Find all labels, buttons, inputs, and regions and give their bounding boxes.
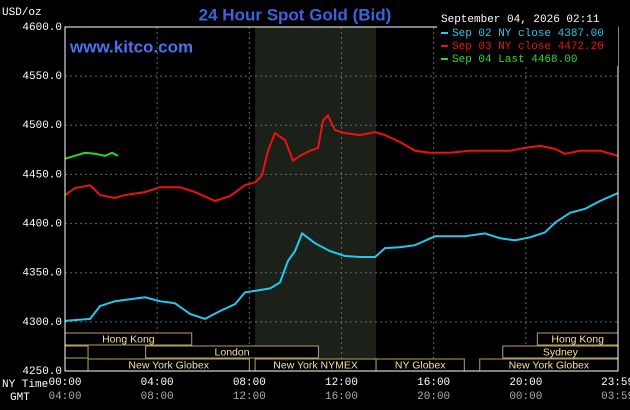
session-box <box>145 345 319 359</box>
x-tick-label: 00:00 <box>48 377 81 389</box>
session-label: Sydney <box>543 346 579 358</box>
session-label: London <box>215 346 250 358</box>
x-gmt-label: 16:00 <box>325 391 358 403</box>
y-tick-label: 4550.0 <box>22 71 62 83</box>
highlight-band <box>255 27 377 371</box>
legend-box <box>437 9 618 66</box>
chart-title: 24 Hour Spot Gold (Bid) <box>199 5 392 24</box>
timestamp: September 04, 2026 02:11 <box>441 14 600 26</box>
x-gmt-label: 04:00 <box>48 391 81 403</box>
legend-entry: Sep 02 NY close 4387.00 <box>452 28 604 40</box>
session-box <box>64 345 89 359</box>
legend-entry: Sep 04 Last 4468.00 <box>452 54 577 66</box>
x-tick-label: 08:00 <box>233 377 266 389</box>
price-line <box>64 113 619 203</box>
y-tick-label: 4250.0 <box>22 366 62 378</box>
x-gmt-label: 12:00 <box>233 391 266 403</box>
session-label: Hong Kong <box>102 333 155 345</box>
x-tick-label: 23:59 <box>601 377 630 389</box>
price-line <box>64 192 619 322</box>
x-gmt-label: 08:00 <box>141 391 174 403</box>
x-gmt-label: 00:00 <box>509 391 542 403</box>
session-label: New York Globex <box>509 359 590 371</box>
y-tick-label: 4300.0 <box>22 317 62 329</box>
session-label: Hong Kong <box>551 333 604 345</box>
y-tick-label: 4400.0 <box>22 218 62 230</box>
price-line <box>64 151 119 160</box>
y-tick-label: 4600.0 <box>22 22 62 34</box>
x-gmt-label: 20:00 <box>417 391 450 403</box>
x-tick-label: 12:00 <box>325 377 358 389</box>
x-tick-label: 04:00 <box>141 377 174 389</box>
session-label: New York NYMEX <box>273 359 358 371</box>
x-axis-label: GMT <box>10 392 30 404</box>
x-tick-label: 16:00 <box>417 377 450 389</box>
x-tick-label: 20:00 <box>509 377 542 389</box>
legend-entry: Sep 03 NY close 4472.20 <box>452 41 604 53</box>
session-label: NY Globex <box>395 359 446 371</box>
x-gmt-label: 03:59 <box>601 391 630 403</box>
y-axis-label: USD/oz <box>2 7 42 19</box>
y-tick-label: 4450.0 <box>22 169 62 181</box>
source: www.kitco.com <box>69 37 193 56</box>
y-tick-label: 4350.0 <box>22 268 62 280</box>
y-tick-label: 4500.0 <box>22 120 62 132</box>
x-axis-label: NY Time <box>2 379 48 391</box>
session-label: New York Globex <box>128 359 209 371</box>
plot-border <box>64 26 619 372</box>
